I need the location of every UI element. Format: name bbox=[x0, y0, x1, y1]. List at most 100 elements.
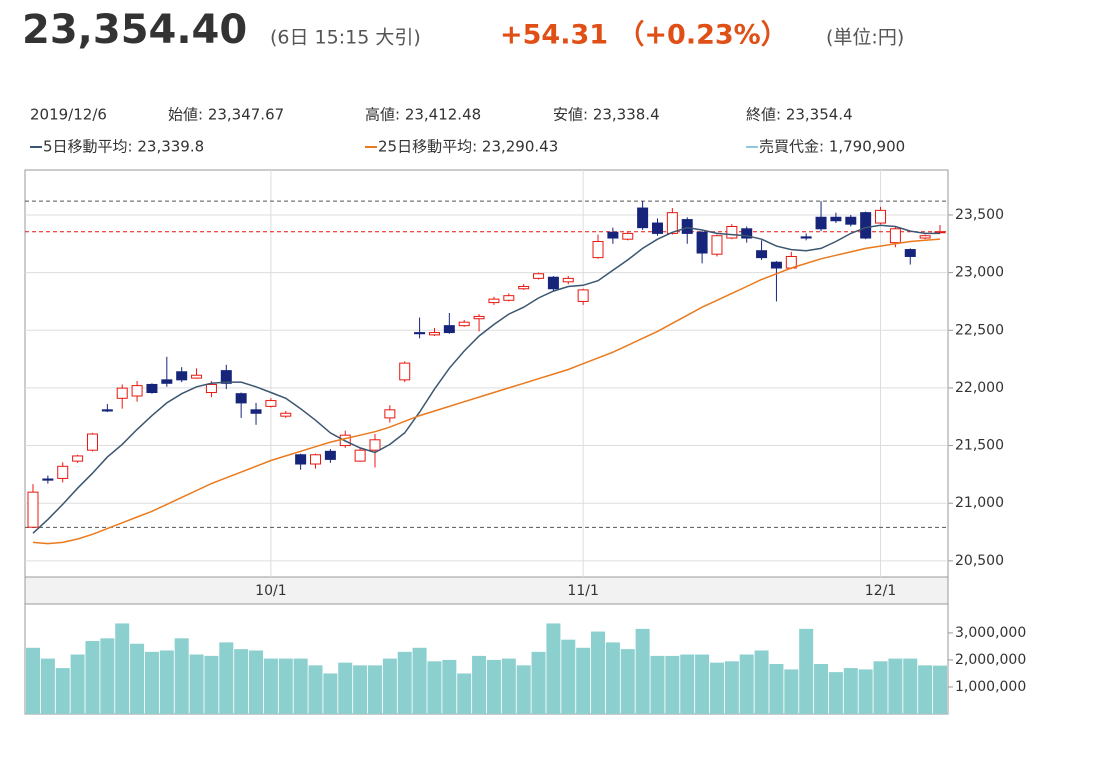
candle-body bbox=[711, 235, 723, 255]
candle-body bbox=[651, 222, 663, 234]
candle-body bbox=[756, 250, 768, 259]
volume-bar bbox=[680, 654, 695, 714]
candle-body bbox=[875, 209, 887, 224]
y-tick-label: 23,000 bbox=[955, 265, 1004, 281]
time: (6日 15:15 大引) bbox=[270, 27, 421, 49]
candle-body bbox=[324, 450, 336, 460]
candle-body bbox=[473, 315, 485, 320]
candle-body bbox=[503, 295, 515, 301]
volume-bar bbox=[472, 655, 487, 714]
candle-body bbox=[696, 231, 708, 254]
candle-body bbox=[161, 379, 173, 384]
candle-body bbox=[250, 409, 262, 414]
candle-body bbox=[488, 298, 500, 304]
volume-bar bbox=[367, 665, 382, 714]
info-text: 2019/12/6 bbox=[30, 106, 107, 124]
candle-body bbox=[830, 216, 842, 222]
candle-body bbox=[42, 478, 54, 481]
candle-body bbox=[428, 332, 440, 336]
volume-bar bbox=[695, 654, 710, 714]
volume-bar bbox=[724, 661, 739, 714]
volume-bar bbox=[70, 654, 85, 714]
volume-bar bbox=[605, 642, 620, 714]
volume-bar bbox=[249, 650, 264, 714]
volume-bar bbox=[843, 668, 858, 714]
candle-body bbox=[191, 374, 203, 379]
volume-bar bbox=[338, 662, 353, 714]
volume-bar bbox=[323, 673, 338, 714]
candle-body bbox=[860, 212, 872, 239]
candle-body bbox=[919, 235, 931, 239]
candle-body bbox=[72, 455, 84, 462]
candle-body bbox=[845, 216, 857, 225]
unit: (単位:円) bbox=[826, 27, 904, 49]
candle-body bbox=[116, 387, 128, 399]
volume-bar bbox=[635, 628, 650, 714]
volume-bar bbox=[576, 647, 591, 714]
volume-bar bbox=[115, 623, 130, 714]
volume-bar bbox=[858, 669, 873, 714]
candle-body bbox=[889, 228, 901, 244]
volume-bar bbox=[933, 665, 947, 714]
candle-body bbox=[265, 400, 277, 407]
x-tick-label: 10/1 bbox=[255, 583, 286, 599]
candle-body bbox=[220, 370, 232, 384]
y-tick-label: 21,000 bbox=[955, 495, 1004, 511]
candle-body bbox=[726, 225, 738, 239]
candle-body bbox=[414, 332, 426, 335]
volume-bar bbox=[620, 649, 635, 714]
legend-label: 5日移動平均: 23,339.8 bbox=[43, 138, 204, 156]
candle-body bbox=[904, 249, 916, 257]
volume-bar bbox=[189, 654, 204, 714]
candle-body bbox=[681, 219, 693, 234]
y-tick-label: 1,000,000 bbox=[955, 679, 1026, 695]
candle-body bbox=[592, 240, 604, 259]
candle-body bbox=[384, 409, 396, 419]
candle-body bbox=[176, 371, 188, 381]
candle-body bbox=[518, 285, 530, 290]
candle-body bbox=[295, 454, 307, 465]
moving-average-line bbox=[32, 238, 941, 545]
y-tick-label: 20,500 bbox=[955, 553, 1004, 569]
volume-bar bbox=[85, 641, 100, 714]
volume-bar bbox=[353, 665, 368, 714]
y-tick-label: 23,500 bbox=[955, 207, 1004, 223]
volume-bar bbox=[873, 661, 888, 714]
volume-bar bbox=[739, 654, 754, 714]
volume-bar bbox=[278, 658, 293, 714]
date-band bbox=[24, 576, 949, 605]
candle-body bbox=[369, 439, 381, 451]
volume-bar bbox=[799, 628, 814, 714]
volume-bar bbox=[828, 672, 843, 714]
volume-bar bbox=[219, 642, 234, 714]
candle-body bbox=[86, 433, 98, 451]
volume-bar bbox=[55, 668, 70, 714]
y-tick-label: 3,000,000 bbox=[955, 625, 1026, 641]
volume-bar bbox=[442, 659, 457, 714]
moving-average-line bbox=[32, 224, 940, 534]
volume-bar bbox=[40, 658, 55, 714]
volume-bar bbox=[397, 651, 412, 714]
candle-body bbox=[354, 449, 366, 462]
candle-body bbox=[280, 412, 292, 417]
volume-bar bbox=[754, 650, 769, 714]
volume-bar bbox=[130, 643, 145, 714]
volume-bar bbox=[709, 662, 724, 714]
candle-body bbox=[101, 409, 113, 412]
change: +54.31 （+0.23%） bbox=[500, 20, 788, 51]
price: 23,354.40 bbox=[22, 7, 247, 53]
info-text: 終値: 23,354.4 bbox=[746, 106, 853, 124]
volume-bar bbox=[784, 669, 799, 714]
volume-bar bbox=[26, 647, 40, 714]
volume-bar bbox=[903, 658, 918, 714]
volume-bar bbox=[486, 659, 501, 714]
candle-body bbox=[310, 454, 322, 465]
volume-bar bbox=[546, 623, 561, 714]
info-text: 安値: 23,338.4 bbox=[553, 106, 660, 124]
volume-bar bbox=[918, 665, 933, 714]
candle-body bbox=[637, 207, 649, 229]
y-tick-label: 22,000 bbox=[955, 380, 1004, 396]
candle-body bbox=[443, 325, 455, 334]
